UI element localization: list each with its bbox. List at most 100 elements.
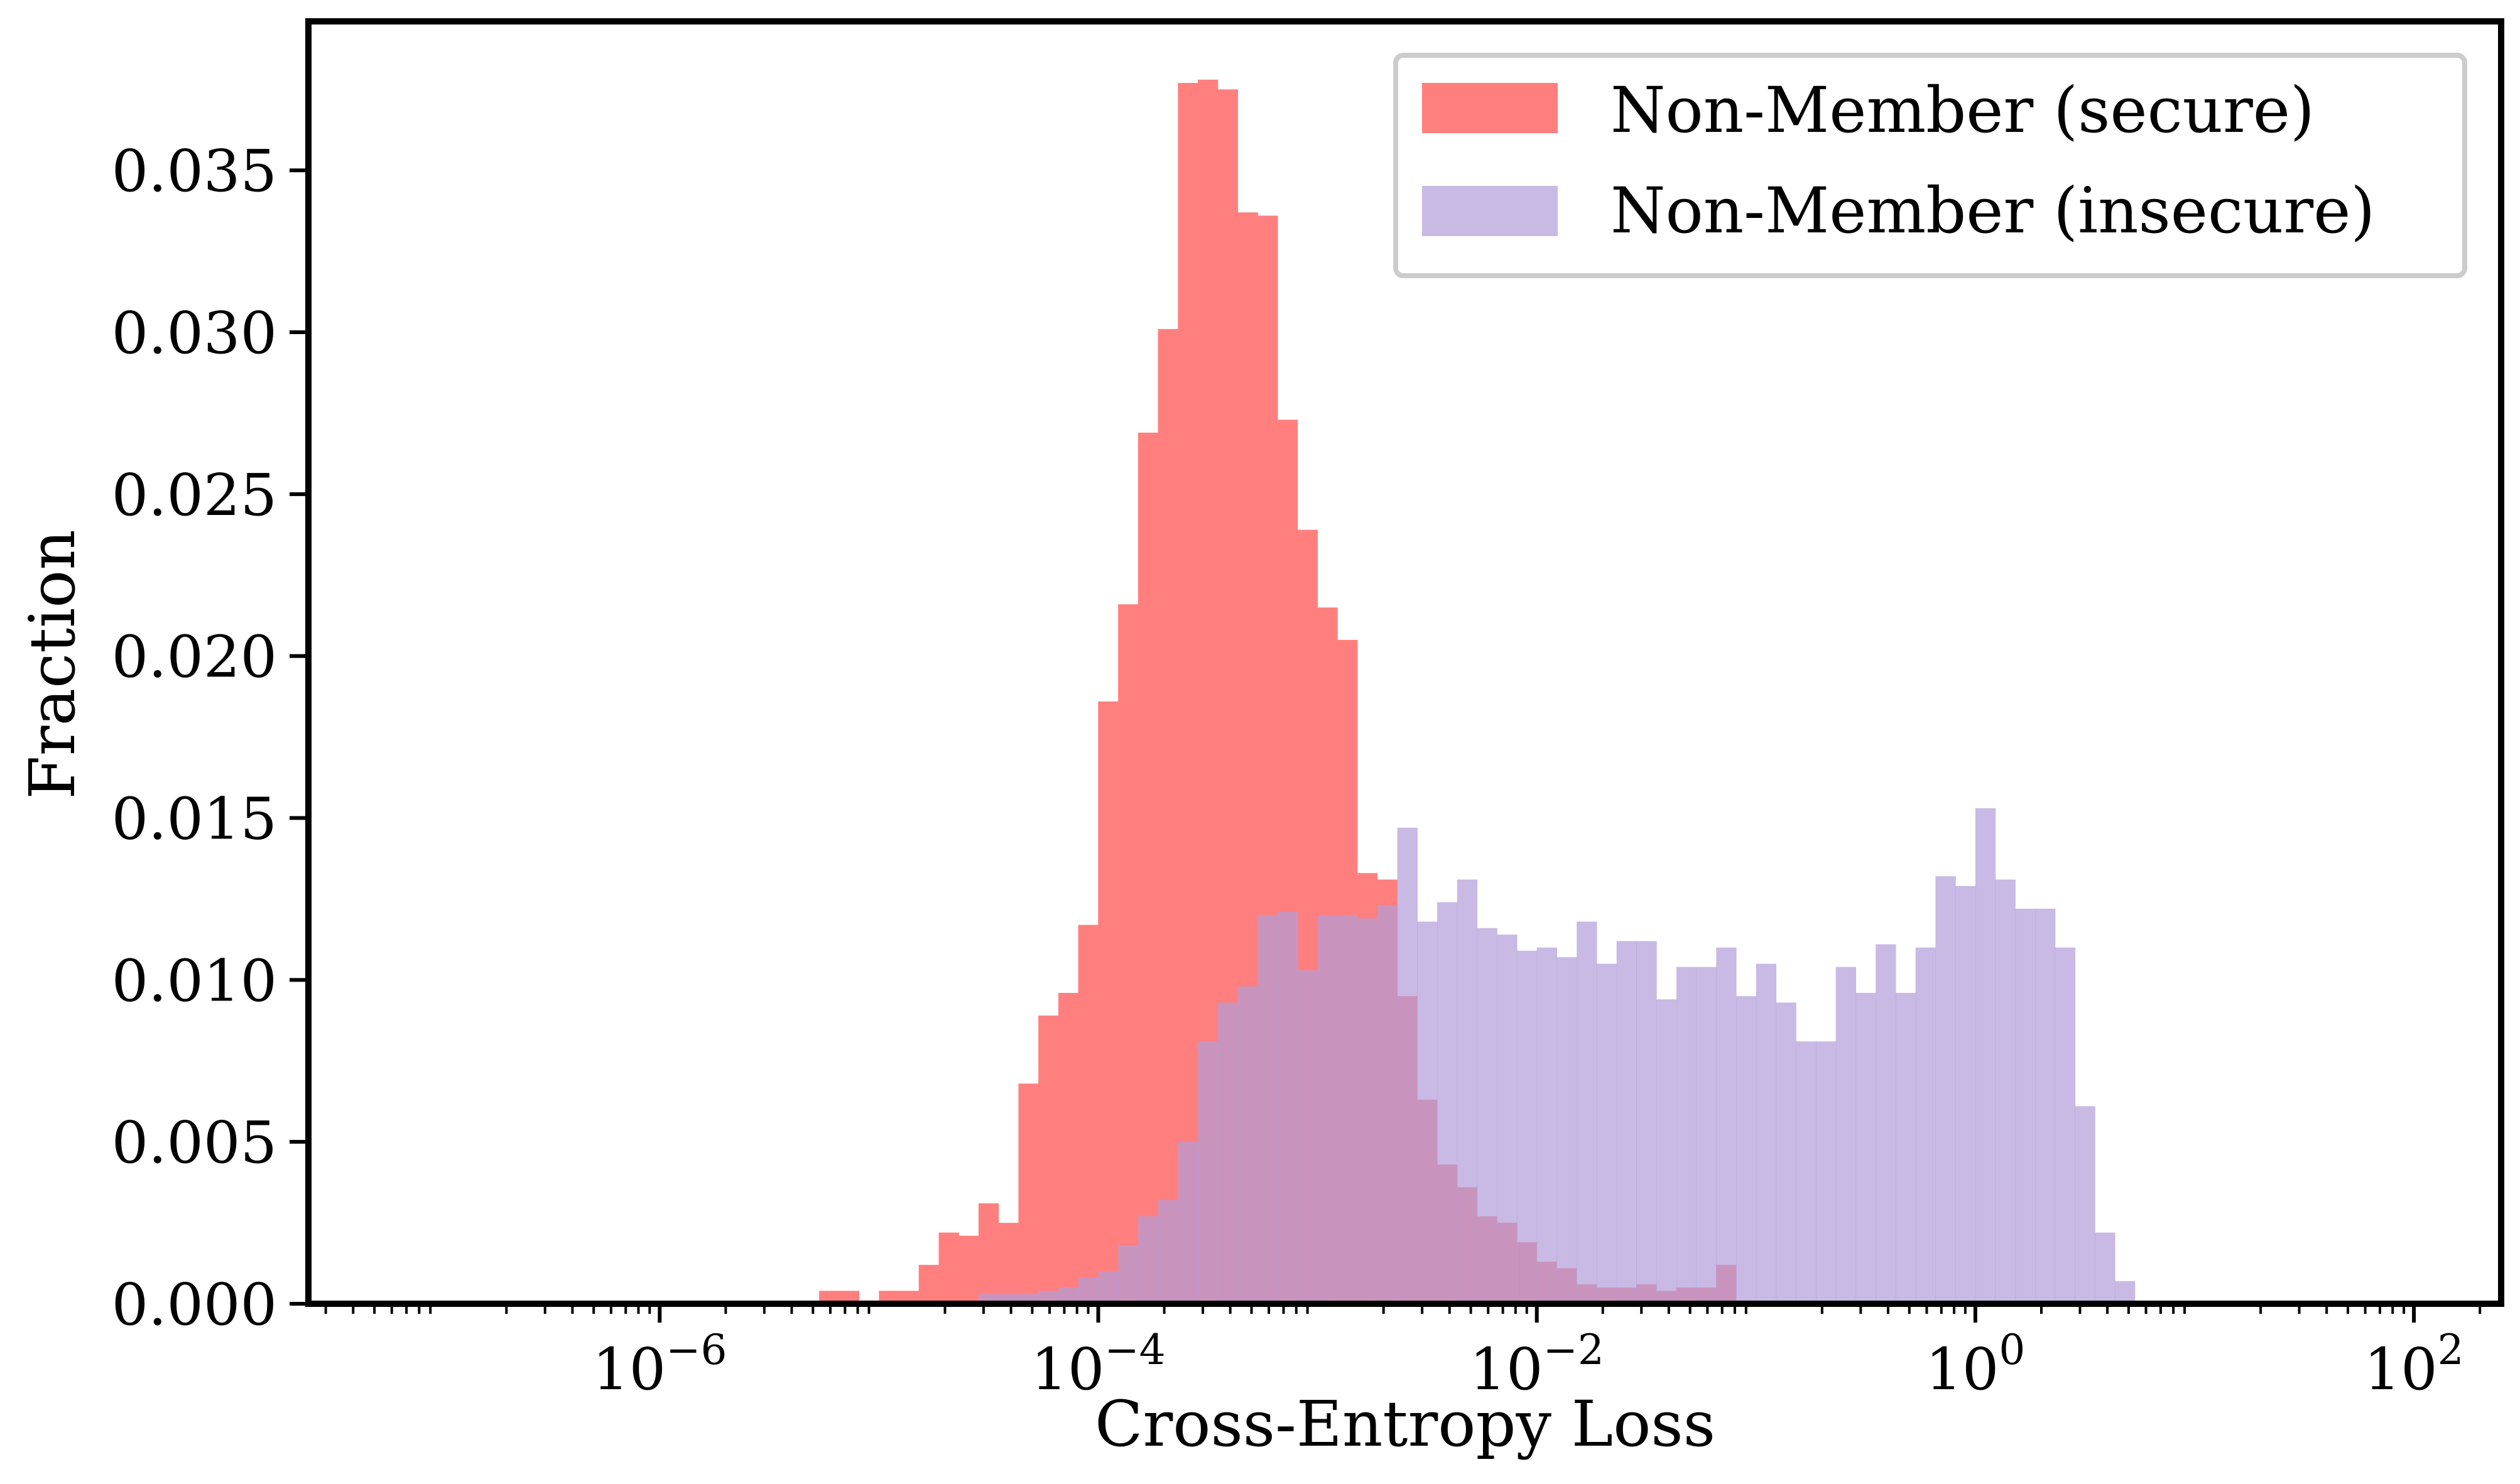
- histogram-bar: [1377, 905, 1398, 1304]
- histogram-bar: [1676, 967, 1697, 1304]
- histogram-bar: [1457, 879, 1478, 1304]
- histogram-bar: [2075, 1106, 2095, 1304]
- x-axis-label: Cross-Entropy Loss: [1095, 1387, 1715, 1461]
- histogram-bar: [998, 1223, 1019, 1304]
- histogram-bar: [1776, 1002, 1796, 1304]
- x-tick-label: 10−4: [1031, 1326, 1165, 1403]
- histogram-bar: [978, 1203, 999, 1304]
- histogram-bar: [1278, 912, 1298, 1304]
- legend-frame: [1393, 53, 2467, 278]
- histogram-bar: [1118, 1245, 1139, 1304]
- histogram-bar: [1417, 921, 1438, 1304]
- histogram-bar: [1158, 1200, 1179, 1304]
- histogram-bar: [1098, 701, 1119, 1304]
- histogram-bar: [1716, 947, 1737, 1304]
- histogram-bar: [819, 1291, 840, 1304]
- histogram-bar: [938, 1232, 959, 1304]
- histogram-bar: [1816, 1041, 1837, 1304]
- y-axis: 0.000 0.005 0.010 0.015 0.020 0.025 0.030 0.035: [112, 138, 308, 1338]
- histogram-bar: [1118, 604, 1139, 1304]
- y-tick-label: 0.015: [112, 786, 277, 853]
- histogram-bar: [1058, 993, 1079, 1304]
- histogram-bar: [2015, 908, 2036, 1304]
- histogram-bar: [1138, 432, 1159, 1304]
- series-1-bars: [979, 808, 2136, 1304]
- y-tick-label: 0.025: [112, 462, 277, 529]
- histogram-bar: [1138, 1216, 1159, 1304]
- histogram-bar: [899, 1291, 920, 1304]
- histogram-bar: [1855, 993, 1876, 1304]
- histogram-bar: [1935, 876, 1956, 1304]
- histogram-bar: [1198, 1041, 1219, 1304]
- histogram-bar: [1038, 1291, 1059, 1304]
- histogram-bar: [1696, 967, 1717, 1304]
- histogram-bar: [1257, 915, 1278, 1304]
- y-tick-label: 0.000: [112, 1271, 277, 1338]
- x-tick-label: 102: [2364, 1326, 2464, 1403]
- histogram-bar: [1078, 1277, 1099, 1304]
- histogram-bar: [1477, 928, 1497, 1304]
- histogram-bar: [2095, 1232, 2115, 1304]
- x-axis: 10−6 10−4 10−2 100 102: [324, 1304, 2482, 1403]
- histogram-bar: [1098, 1271, 1119, 1304]
- histogram-bar: [1018, 1083, 1039, 1304]
- histogram-bar: [1975, 808, 1996, 1304]
- x-tick-label: 10−2: [1469, 1326, 1604, 1403]
- histogram-bar: [1178, 83, 1198, 1304]
- histogram-bar: [1397, 828, 1418, 1304]
- histogram-bar: [2115, 1281, 2136, 1304]
- histogram-bar: [1736, 996, 1757, 1304]
- x-tick-label: 100: [1925, 1326, 2025, 1403]
- histogram-bar: [1536, 947, 1557, 1304]
- histogram-bar: [1437, 902, 1458, 1304]
- histogram-bar: [1556, 957, 1577, 1304]
- y-tick-label: 0.030: [112, 300, 277, 367]
- y-tick-label: 0.035: [112, 138, 277, 205]
- histogram-bar: [1337, 915, 1358, 1304]
- histogram-bar: [1517, 950, 1538, 1304]
- histogram-bar: [839, 1291, 860, 1304]
- legend-label-insecure: Non-Member (insecure): [1610, 174, 2375, 247]
- histogram-bar: [1895, 993, 1916, 1304]
- histogram-bar: [1995, 879, 2016, 1304]
- histogram-bar: [1616, 941, 1637, 1304]
- legend-swatch-secure: [1422, 83, 1558, 133]
- histogram-bar: [1317, 915, 1338, 1304]
- histogram-bar: [1497, 934, 1518, 1304]
- histogram-bar: [2055, 947, 2076, 1304]
- legend: Non-Member (secure) Non-Member (insecure…: [1393, 53, 2467, 278]
- histogram-bar: [1237, 986, 1259, 1304]
- histogram-bar: [1835, 967, 1856, 1304]
- histogram-bar: [1298, 970, 1318, 1304]
- histogram-bar: [1078, 924, 1099, 1304]
- histogram-bar: [1636, 941, 1657, 1304]
- legend-label-secure: Non-Member (secure): [1610, 73, 2315, 147]
- histogram-bar: [1158, 328, 1178, 1304]
- plot-frame: [305, 18, 2504, 1307]
- histogram-bar: [2035, 908, 2056, 1304]
- histogram-bar: [1178, 1142, 1198, 1304]
- histogram-bar: [1796, 1041, 1817, 1304]
- y-axis-label: Fraction: [16, 529, 89, 799]
- histogram-bar: [1218, 1002, 1239, 1304]
- x-tick-label: 10−6: [592, 1326, 727, 1403]
- histogram-bar: [1577, 921, 1597, 1304]
- bars-layer: [819, 79, 2136, 1304]
- y-tick-label: 0.010: [112, 947, 277, 1014]
- histogram-bar: [918, 1265, 939, 1304]
- histogram-bar: [959, 1235, 979, 1304]
- y-tick-label: 0.020: [112, 624, 277, 691]
- histogram-bar: [1038, 1016, 1059, 1304]
- histogram-bar: [1596, 963, 1617, 1304]
- histogram-bar: [879, 1291, 899, 1304]
- histogram-bar: [1756, 963, 1777, 1304]
- histogram-bar: [1915, 947, 1936, 1304]
- y-tick-label: 0.005: [112, 1109, 277, 1176]
- histogram-bar: [1656, 999, 1677, 1304]
- legend-swatch-insecure: [1422, 186, 1558, 236]
- histogram-bar: [1876, 944, 1896, 1304]
- histogram-bar: [1955, 886, 1976, 1304]
- histogram-bar: [1357, 918, 1378, 1304]
